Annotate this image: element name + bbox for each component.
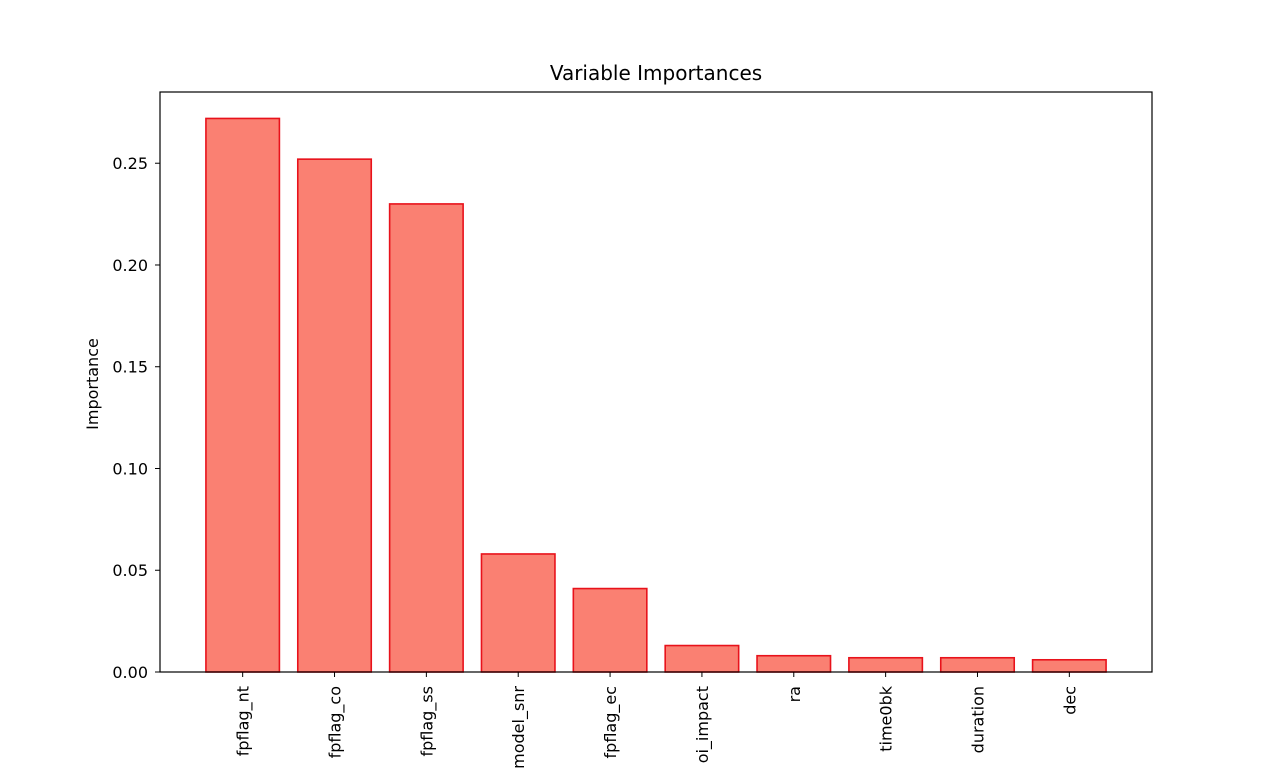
x-tick-label: model_snr (509, 686, 529, 768)
y-tick-label: 0.25 (112, 154, 148, 173)
x-tick-label: dec (1060, 686, 1079, 715)
bar-model_snr (480, 553, 556, 673)
bar-fpflag_co (296, 158, 373, 673)
chart-title: Variable Importances (550, 61, 762, 85)
x-tick-label: oi_impact (693, 686, 713, 763)
y-tick-label: 0.00 (112, 663, 148, 682)
plot-area-frame (159, 91, 1153, 673)
y-tick-label: 0.15 (112, 358, 148, 377)
x-tick-label: fpflag_nt (234, 686, 254, 756)
bars-group (205, 117, 1107, 673)
x-tick-label: fpflag_ec (601, 686, 621, 758)
y-axis-label: Importance (83, 338, 102, 430)
x-tick-label: fpflag_ss (417, 686, 437, 757)
x-tick-label: ra (785, 686, 804, 702)
bar-duration (939, 656, 1016, 673)
bar-ra (756, 654, 832, 673)
bar-oi_impact (664, 644, 740, 673)
bar-fpflag_ss (388, 203, 464, 673)
x-tick-label: time0bk (877, 685, 896, 751)
bar-fpflag_ec (572, 587, 648, 673)
y-axis-ticks: 0.00 0.05 0.10 0.15 0.20 0.25 (112, 154, 160, 682)
y-tick-label: 0.05 (112, 561, 148, 580)
bar-fpflag_nt (205, 117, 281, 673)
y-tick-label: 0.20 (112, 256, 148, 275)
x-tick-label: fpflag_co (326, 686, 346, 758)
bar-dec (1031, 658, 1107, 673)
bar-time0bk (848, 656, 924, 673)
x-axis-ticks: fpflag_nt fpflag_co fpflag_ss model_snr fpfl… (234, 672, 1079, 769)
y-tick-label: 0.10 (112, 459, 148, 478)
x-tick-label: duration (968, 686, 987, 753)
